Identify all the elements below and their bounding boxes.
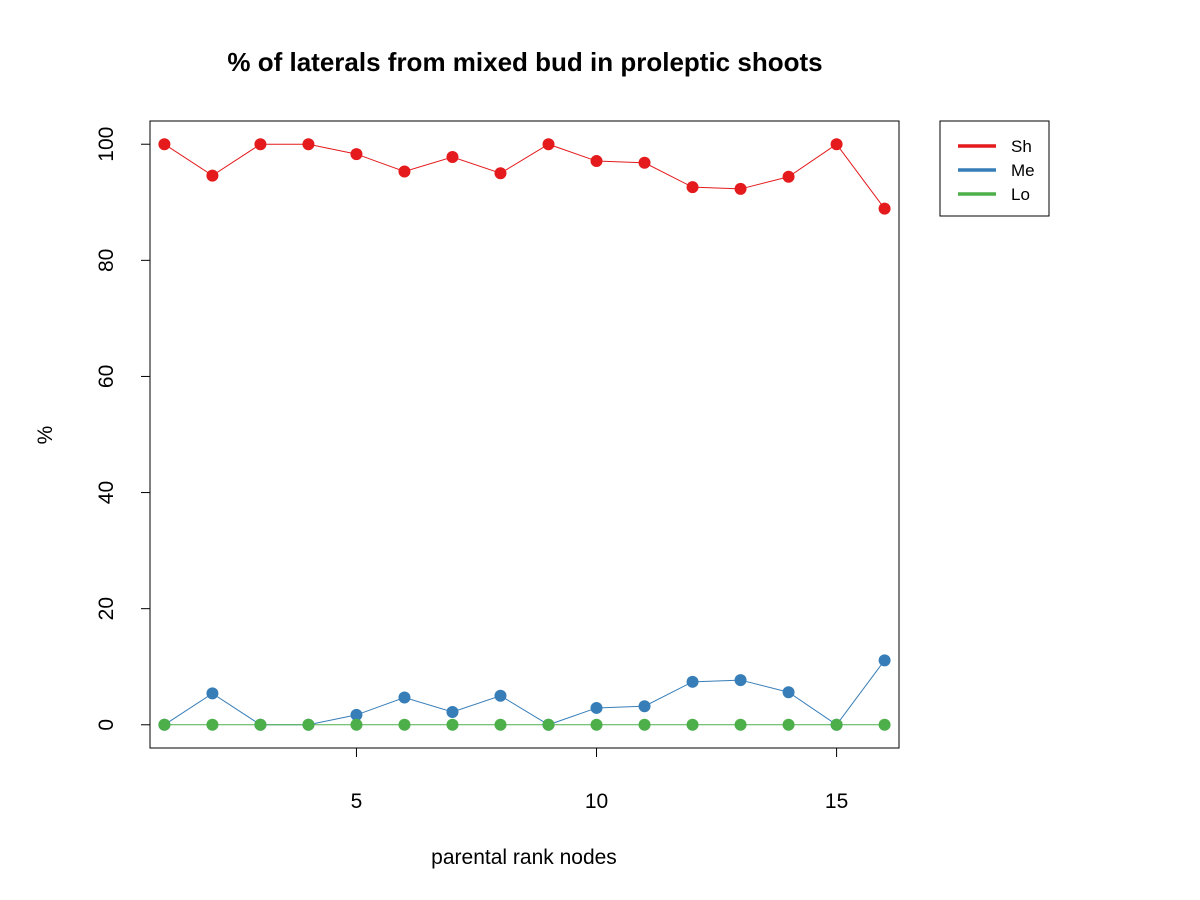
data-point-lo bbox=[782, 718, 795, 731]
legend-label: Me bbox=[1011, 161, 1035, 180]
data-point-lo bbox=[590, 718, 603, 731]
x-axis: 5 10 15 bbox=[351, 747, 848, 813]
y-tick-label: 80 bbox=[95, 249, 118, 272]
x-tick-label: 5 bbox=[351, 790, 363, 813]
y-axis: 0 20 40 60 80 100 bbox=[95, 127, 151, 731]
data-point-lo bbox=[734, 718, 747, 731]
x-axis-label: parental rank nodes bbox=[431, 846, 617, 869]
data-point-sh bbox=[158, 138, 171, 151]
legend-item-lo: Lo bbox=[958, 185, 1030, 204]
data-point-me bbox=[398, 691, 411, 704]
data-point-sh bbox=[686, 181, 699, 194]
data-point-me bbox=[206, 687, 219, 700]
chart-title: % of laterals from mixed bud in prolepti… bbox=[227, 47, 822, 77]
data-point-lo bbox=[494, 718, 507, 731]
data-point-me bbox=[782, 686, 795, 699]
data-point-sh bbox=[590, 155, 603, 168]
data-point-me bbox=[590, 701, 603, 714]
series-line-sh bbox=[164, 143, 885, 209]
data-point-lo bbox=[830, 718, 843, 731]
x-tick-label: 10 bbox=[585, 790, 608, 813]
data-point-me bbox=[494, 689, 507, 702]
data-point-me bbox=[638, 700, 651, 713]
data-point-sh bbox=[782, 170, 795, 183]
data-point-lo bbox=[398, 718, 411, 731]
y-tick-label: 20 bbox=[95, 597, 118, 620]
data-point-sh bbox=[878, 202, 891, 215]
data-point-lo bbox=[206, 718, 219, 731]
data-point-sh bbox=[446, 150, 459, 163]
data-point-sh bbox=[830, 138, 843, 151]
legend-item-me: Me bbox=[958, 161, 1035, 180]
data-point-sh bbox=[494, 167, 507, 180]
data-point-lo bbox=[878, 718, 891, 731]
data-point-lo bbox=[302, 718, 315, 731]
series-sh bbox=[158, 138, 891, 215]
y-tick-label: 0 bbox=[95, 719, 118, 731]
data-point-sh bbox=[350, 148, 363, 161]
data-point-sh bbox=[254, 138, 267, 151]
data-point-me bbox=[350, 708, 363, 721]
data-point-lo bbox=[158, 718, 171, 731]
data-point-me bbox=[686, 675, 699, 688]
data-point-lo bbox=[542, 718, 555, 731]
data-point-me bbox=[734, 674, 747, 687]
plot-frame bbox=[149, 120, 900, 749]
legend-label: Lo bbox=[1011, 185, 1030, 204]
legend-label: Sh bbox=[1011, 137, 1032, 156]
data-point-me bbox=[878, 654, 891, 667]
data-point-lo bbox=[254, 718, 267, 731]
legend: Sh Me Lo bbox=[939, 120, 1050, 217]
data-point-sh bbox=[542, 138, 555, 151]
data-point-sh bbox=[638, 156, 651, 169]
series-lo bbox=[158, 718, 891, 731]
data-point-lo bbox=[350, 718, 363, 731]
y-tick-label: 100 bbox=[95, 127, 118, 162]
series-layer bbox=[158, 138, 891, 731]
data-point-sh bbox=[398, 165, 411, 178]
legend-item-sh: Sh bbox=[958, 137, 1032, 156]
x-tick-label: 15 bbox=[825, 790, 848, 813]
series-me bbox=[158, 654, 891, 731]
data-point-sh bbox=[734, 182, 747, 195]
series-line-me bbox=[164, 660, 885, 726]
y-axis-label: % bbox=[34, 426, 57, 445]
data-point-lo bbox=[446, 718, 459, 731]
y-tick-label: 40 bbox=[95, 481, 118, 504]
data-point-me bbox=[446, 706, 459, 719]
y-tick-label: 60 bbox=[95, 365, 118, 388]
data-point-lo bbox=[638, 718, 651, 731]
data-point-lo bbox=[686, 718, 699, 731]
data-point-sh bbox=[302, 138, 315, 151]
data-point-sh bbox=[206, 169, 219, 182]
